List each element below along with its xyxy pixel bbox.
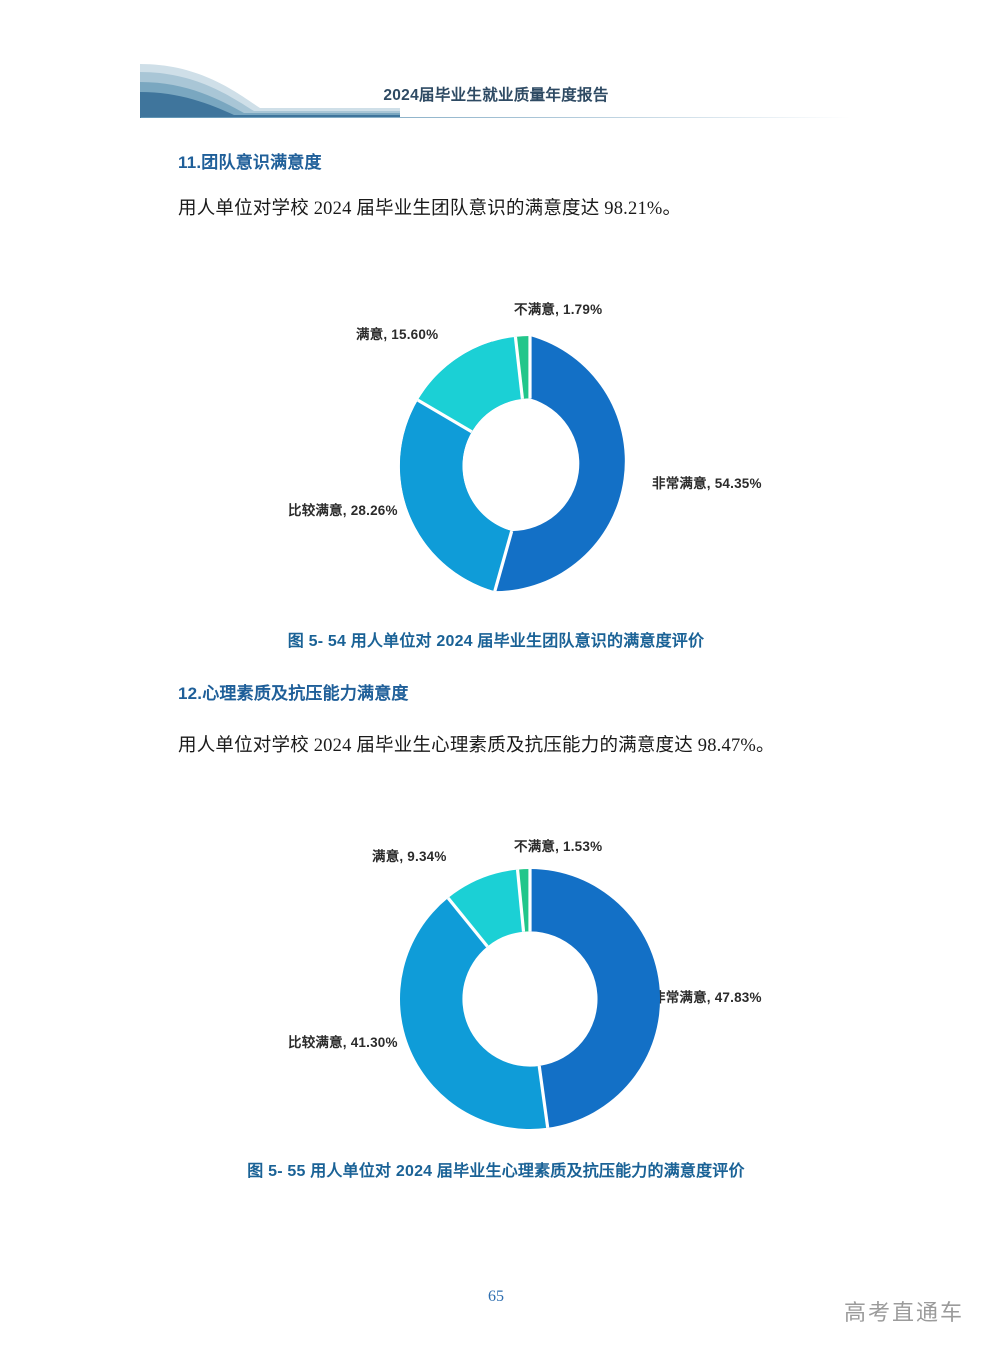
chart-2-label-fairly-satisfied: 比较满意, 41.30% [288,1035,398,1050]
chart-2-block: 不满意, 1.53% 满意, 9.34% 比较满意, 41.30% 非常满意, … [0,825,992,1130]
chart-1-donut [396,332,664,600]
section-paragraph-11: 用人单位对学校 2024 届毕业生团队意识的满意度达 98.21%。 [178,199,682,219]
header-decoration-swoosh [140,62,400,118]
page-header: 2024届毕业生就业质量年度报告 [0,0,992,130]
header-title: 2024届毕业生就业质量年度报告 [383,87,609,104]
section-paragraph-12: 用人单位对学校 2024 届毕业生心理素质及抗压能力的满意度达 98.47%。 [178,736,775,756]
page-number: 65 [488,1288,504,1305]
header-divider-rule [141,117,851,118]
chart-1-label-satisfied: 满意, 15.60% [356,327,439,342]
figure-caption-5-55: 图 5- 55 用人单位对 2024 届毕业生心理素质及抗压能力的满意度评价 [247,1163,745,1180]
chart-2-label-satisfied: 满意, 9.34% [372,849,447,864]
chart-2-donut [396,865,664,1133]
chart-2-label-very-satisfied: 非常满意, 47.83% [652,990,762,1005]
chart-1-label-fairly-satisfied: 比较满意, 28.26% [288,503,398,518]
section-heading-11: 11.团队意识满意度 [178,153,322,172]
figure-caption-5-54: 图 5- 54 用人单位对 2024 届毕业生团队意识的满意度评价 [287,633,705,650]
chart-1-block: 不满意, 1.79% 满意, 15.60% 比较满意, 28.26% 非常满意,… [0,290,992,592]
chart-1-label-very-satisfied: 非常满意, 54.35% [652,476,762,491]
chart-1-label-dissatisfied: 不满意, 1.79% [514,302,603,317]
chart-2-label-dissatisfied: 不满意, 1.53% [514,839,603,854]
watermark-text: 高考直通车 [843,1300,964,1325]
section-heading-12: 12.心理素质及抗压能力满意度 [178,684,409,703]
